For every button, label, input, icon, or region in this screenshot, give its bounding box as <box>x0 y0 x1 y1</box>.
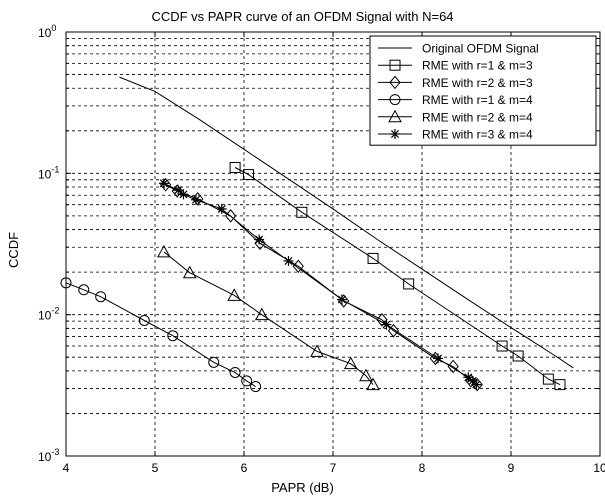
x-axis-label: PAPR (dB) <box>271 480 334 495</box>
legend-label: RME with r=2 & m=4 <box>422 110 533 124</box>
star-stroke <box>433 354 443 363</box>
legend-marker <box>389 59 401 71</box>
data-point <box>229 161 241 173</box>
data-point <box>138 314 150 326</box>
data-point <box>429 351 442 366</box>
data-point <box>216 203 227 214</box>
star-stroke <box>159 179 168 188</box>
data-point <box>167 330 179 342</box>
data-point <box>192 192 204 206</box>
series-line <box>234 167 561 386</box>
star-stroke <box>382 320 391 329</box>
star-stroke <box>390 129 400 139</box>
data-point <box>254 234 265 245</box>
legend-marker <box>389 94 401 106</box>
data-point <box>178 189 189 200</box>
star-stroke <box>217 204 226 213</box>
data-point <box>310 344 324 357</box>
x-tick-label: 4 <box>63 461 70 475</box>
star-stroke <box>468 376 477 385</box>
data-point <box>182 265 197 279</box>
data-point <box>208 356 220 368</box>
data-point <box>343 356 358 370</box>
data-point <box>542 373 554 385</box>
legend-label: RME with r=2 & m=3 <box>422 76 533 90</box>
star-stroke <box>191 195 200 204</box>
data-point <box>158 178 169 189</box>
data-point <box>190 194 201 205</box>
data-point <box>173 185 184 196</box>
data-point <box>433 353 444 364</box>
data-point <box>554 379 566 391</box>
star-stroke <box>337 295 346 304</box>
data-point <box>367 252 379 264</box>
series-1 <box>229 161 566 391</box>
data-point <box>95 291 107 303</box>
star-stroke <box>472 380 481 389</box>
series-4 <box>157 244 380 391</box>
y-tick-label: 10-1 <box>38 164 59 181</box>
series-0 <box>119 76 574 369</box>
data-point <box>292 259 304 274</box>
x-tick-label: 7 <box>330 461 337 475</box>
x-tick-label: 5 <box>152 461 159 475</box>
data-point <box>496 340 508 352</box>
star-stroke <box>179 190 188 199</box>
data-point <box>242 169 254 181</box>
data-point <box>171 184 183 198</box>
legend-label: Original OFDM Signal <box>422 42 539 56</box>
legend-marker <box>390 129 400 139</box>
x-tick-label: 9 <box>508 461 515 475</box>
data-point <box>227 288 242 301</box>
star-stroke <box>464 373 473 382</box>
data-point <box>250 381 262 393</box>
star-stroke <box>174 186 183 195</box>
data-point <box>366 377 380 391</box>
chart-title: CCDF vs PAPR curve of an OFDM Signal wit… <box>151 9 454 24</box>
data-point <box>78 284 90 296</box>
y-tick-label: 10-2 <box>38 306 59 323</box>
legend: Original OFDM Signal RME with r=1 & m=3 RM… <box>369 35 597 146</box>
data-point <box>387 323 400 338</box>
legend-marker <box>388 109 402 123</box>
legend-label: RME with r=3 & m=4 <box>422 128 533 142</box>
legend-box <box>369 35 597 146</box>
legend-label: RME with r=1 & m=4 <box>422 93 533 107</box>
legend-label: RME with r=1 & m=3 <box>422 59 533 73</box>
data-point <box>241 375 253 387</box>
data-point <box>229 366 241 378</box>
data-point <box>296 206 308 218</box>
series-5 <box>158 178 482 390</box>
x-tick-label: 8 <box>419 461 426 475</box>
y-tick-label: 10-3 <box>38 447 59 464</box>
x-tick-label: 6 <box>241 461 248 475</box>
data-point <box>283 255 294 266</box>
data-point <box>336 294 347 305</box>
series-3 <box>60 277 262 393</box>
data-point <box>381 319 392 330</box>
data-point <box>254 307 269 321</box>
legend-marker <box>389 75 401 90</box>
data-point <box>403 278 415 290</box>
data-point <box>471 379 482 390</box>
y-axis-label: CCDF <box>6 231 21 269</box>
x-tick-label: 10 <box>593 461 605 475</box>
data-point <box>447 359 459 374</box>
data-point <box>359 368 373 382</box>
star-stroke <box>255 235 264 244</box>
data-point <box>512 350 524 362</box>
data-point <box>60 277 72 289</box>
data-point <box>376 313 388 327</box>
star-stroke <box>284 256 293 265</box>
axis-ticks <box>65 31 601 457</box>
series-line <box>119 76 574 369</box>
data-point <box>157 244 171 258</box>
y-tick-label: 100 <box>38 23 56 40</box>
